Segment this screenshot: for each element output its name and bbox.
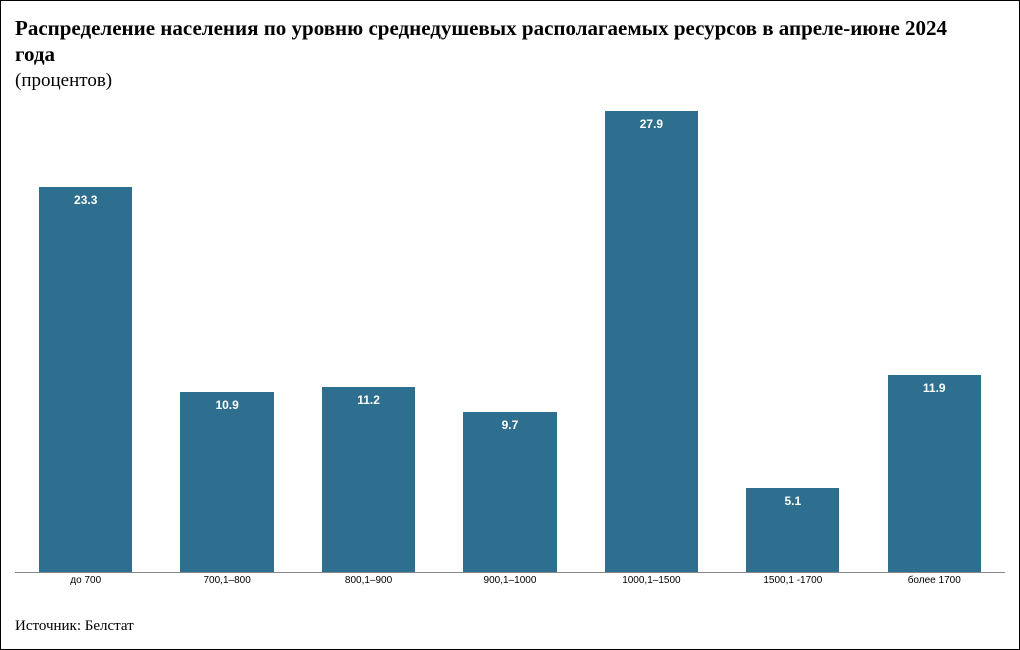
bar-slot: 11.2	[298, 111, 439, 572]
bar-slot: 27.9	[581, 111, 722, 572]
chart-frame: Распределение населения по уровню средне…	[0, 0, 1020, 650]
bar-slot: 9.7	[439, 111, 580, 572]
bar-slot: 23.3	[15, 111, 156, 572]
bar: 23.3	[39, 187, 132, 572]
x-axis-label: 700,1–800	[156, 575, 297, 589]
x-axis-label: более 1700	[864, 575, 1005, 589]
bar: 9.7	[463, 412, 556, 572]
x-axis-label: 800,1–900	[298, 575, 439, 589]
bar-slot: 11.9	[864, 111, 1005, 572]
bar-slot: 10.9	[156, 111, 297, 572]
chart-source: Источник: Белстат	[15, 618, 134, 635]
bar-value-label: 11.2	[322, 393, 415, 407]
x-axis-label: до 700	[15, 575, 156, 589]
x-axis-label: 1000,1–1500	[581, 575, 722, 589]
chart-area: 23.3 10.9 11.2 9.7 27.9 5.1 11.9 до 700700,1–8…	[15, 111, 1005, 589]
bar: 5.1	[746, 488, 839, 572]
chart-title: Распределение населения по уровню средне…	[15, 15, 955, 68]
bar: 27.9	[605, 111, 698, 572]
x-axis-label: 900,1–1000	[439, 575, 580, 589]
bar: 10.9	[180, 392, 273, 572]
bar: 11.2	[322, 387, 415, 572]
chart-header: Распределение населения по уровню средне…	[1, 1, 1019, 98]
chart-subtitle: (процентов)	[15, 70, 1005, 92]
bar-value-label: 11.9	[888, 381, 981, 395]
bar-value-label: 5.1	[746, 494, 839, 508]
bar-value-label: 9.7	[463, 418, 556, 432]
bar-value-label: 10.9	[180, 398, 273, 412]
bar: 11.9	[888, 375, 981, 572]
x-axis-labels: до 700700,1–800800,1–900900,1–10001000,1…	[15, 575, 1005, 589]
bar-value-label: 27.9	[605, 117, 698, 131]
plot-region: 23.3 10.9 11.2 9.7 27.9 5.1 11.9	[15, 111, 1005, 573]
bar-value-label: 23.3	[39, 193, 132, 207]
bar-slot: 5.1	[722, 111, 863, 572]
x-axis-label: 1500,1 -1700	[722, 575, 863, 589]
